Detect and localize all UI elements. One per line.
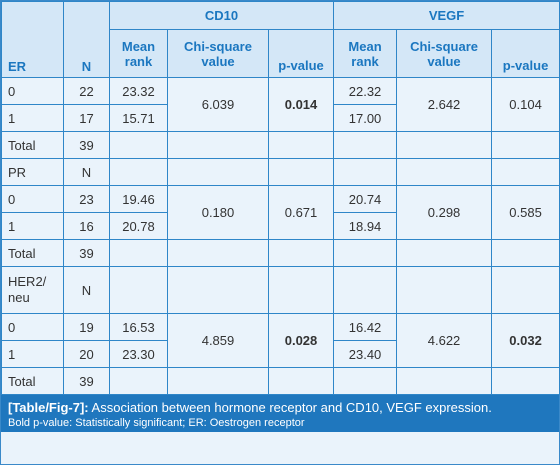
category-cell: 0 [1,313,64,341]
table-row: 0 23 19.46 0.180 0.671 20.74 0.298 0.585 [1,185,560,240]
section-n-label-cell: N [63,158,110,186]
cd10-mean-rank-cell: 15.71 [109,104,168,132]
table-row: 0 22 23.32 6.039 0.014 22.32 2.642 0.104 [1,77,560,132]
n-cell: 22 [63,77,110,105]
header-cd10-p-value: p-value [267,29,335,78]
table-row-total: Total 39 [1,239,560,267]
cd10-mean-rank-cell: 20.78 [109,212,168,240]
table-row: 0 19 16.53 4.859 0.028 16.42 4.622 0.032 [1,313,560,368]
caption-title-line: [Table/Fig-7]: Association between hormo… [8,400,552,416]
vegf-chi-square-cell: 4.622 [396,313,493,368]
caption-title: Association between hormone receptor and… [91,400,492,415]
vegf-mean-rank-cell: 16.42 [333,313,398,341]
table-row-section: PR N [1,158,560,186]
category-cell: 1 [1,104,64,132]
category-cell: 0 [1,77,64,105]
vegf-mean-rank-cell: 22.32 [333,77,398,105]
table-row: 1 17 15.71 17.00 [1,104,560,132]
category-cell: 1 [1,340,64,368]
caption-note: Bold p-value: Statistically significant;… [8,417,305,429]
header-vegf-p-value: p-value [491,29,560,78]
total-n-cell: 39 [63,239,110,267]
vegf-mean-rank-cell: 18.94 [333,212,398,240]
vegf-mean-rank-cell: 17.00 [333,104,398,132]
total-label-cell: Total [1,367,64,395]
header-n: N [63,1,110,78]
cd10-chi-square-cell: 6.039 [167,77,269,132]
category-cell: 1 [1,212,64,240]
group-header-row: ER N CD10 VEGF [1,1,560,78]
table-caption: [Table/Fig-7]: Association between hormo… [1,395,559,432]
header-group-vegf: VEGF [333,1,560,30]
vegf-p-value-cell: 0.585 [491,185,560,240]
total-label-cell: Total [1,239,64,267]
total-n-cell: 39 [63,131,110,159]
header-cd10-mean-rank: Mean rank [109,29,168,78]
category-cell: 0 [1,185,64,213]
vegf-p-value-cell: 0.032 [491,313,560,368]
data-table: ER N CD10 VEGF Mean rank Chi-square valu… [1,1,560,395]
vegf-chi-square-cell: 2.642 [396,77,493,132]
section-label-cell: HER2/ neu [1,266,64,314]
header-cd10-chi-square: Chi-square value [167,29,269,78]
n-cell: 23 [63,185,110,213]
total-n-cell: 39 [63,367,110,395]
n-cell: 17 [63,104,110,132]
vegf-mean-rank-cell: 23.40 [333,340,398,368]
cd10-mean-rank-cell: 23.30 [109,340,168,368]
cd10-mean-rank-cell: 16.53 [109,313,168,341]
vegf-p-value-cell: 0.104 [491,77,560,132]
cd10-p-value-cell: 0.028 [267,313,335,368]
n-cell: 19 [63,313,110,341]
n-cell: 20 [63,340,110,368]
total-label-cell: Total [1,131,64,159]
section-label-cell: PR [1,158,64,186]
cd10-chi-square-cell: 4.859 [167,313,269,368]
table-row-section: HER2/ neu N [1,266,560,314]
n-cell: 16 [63,212,110,240]
section-n-label-cell: N [63,266,110,314]
vegf-mean-rank-cell: 20.74 [333,185,398,213]
vegf-chi-square-cell: 0.298 [396,185,493,240]
table-row-total: Total 39 [1,131,560,159]
table-row-total: Total 39 [1,367,560,395]
cd10-mean-rank-cell: 19.46 [109,185,168,213]
cd10-chi-square-cell: 0.180 [167,185,269,240]
column-header-row: Mean rank Chi-square value p-value Mean … [2,29,560,78]
cd10-p-value-cell: 0.671 [267,185,335,240]
cd10-p-value-cell: 0.014 [267,77,335,132]
header-vegf-mean-rank: Mean rank [333,29,398,78]
caption-tag: [Table/Fig-7]: [8,400,89,415]
header-vegf-chi-square: Chi-square value [396,29,493,78]
cd10-mean-rank-cell: 23.32 [109,77,168,105]
header-group-cd10: CD10 [108,1,335,30]
header-first-col: ER [1,1,64,78]
